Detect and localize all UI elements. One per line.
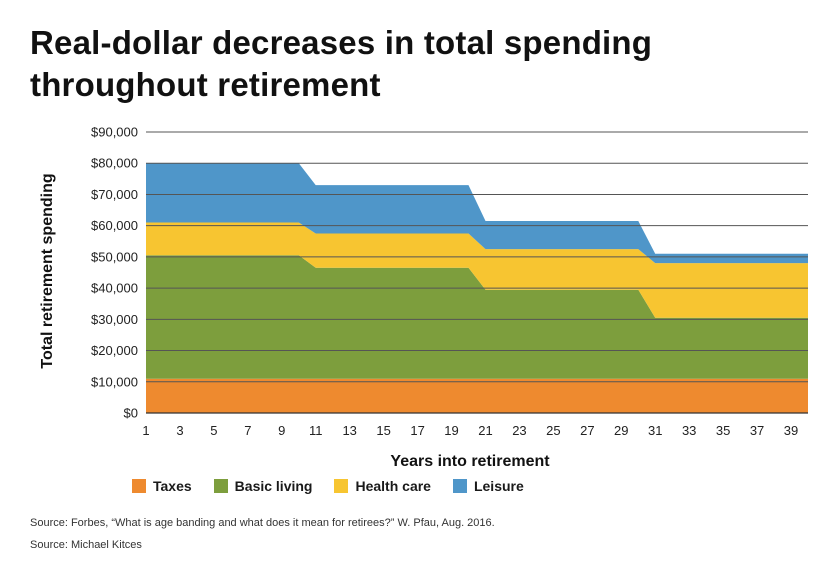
- legend-item-basic-living: Basic living: [213, 478, 313, 494]
- y-axis-ticks: $0 $10,000 $20,000 $30,000 $40,000 $50,000 $60…: [91, 125, 138, 421]
- x-tick-label: 15: [376, 423, 390, 438]
- legend-item-leisure: Leisure: [452, 478, 524, 494]
- area-health-care: [146, 222, 808, 318]
- source-line-1: Source: Forbes, “What is age banding and…: [30, 517, 495, 529]
- legend-item-health-care: Health care: [334, 478, 431, 494]
- chart-title-line-2: throughout retirement: [30, 66, 381, 103]
- y-tick-label: $30,000: [91, 312, 138, 327]
- legend-swatch: [213, 479, 228, 493]
- x-tick-label: 13: [342, 423, 356, 438]
- x-tick-label: 21: [478, 423, 492, 438]
- legend-label: Basic living: [234, 478, 313, 494]
- legend-label: Leisure: [473, 478, 524, 494]
- y-axis-title: Total retirement spending: [39, 173, 56, 368]
- legend-item-taxes: Taxes: [132, 478, 192, 494]
- y-tick-label: $50,000: [91, 249, 138, 264]
- legend-swatch: [334, 479, 349, 493]
- chart-title: Real-dollar decreases in total spending …: [30, 22, 810, 106]
- area-leisure: [146, 163, 808, 264]
- x-tick-label: 31: [648, 423, 662, 438]
- y-tick-label: $10,000: [91, 374, 138, 389]
- legend-swatch: [452, 479, 467, 493]
- x-axis-ticks: 1 3 5 7 9 11 13 15 17 19 21 23 25 27 29 31 33 35 37 39: [142, 423, 798, 438]
- y-tick-label: $90,000: [91, 125, 138, 140]
- x-tick-label: 17: [410, 423, 424, 438]
- x-tick-label: 27: [580, 423, 594, 438]
- chart-title-line-1: Real-dollar decreases in total spending: [30, 24, 653, 61]
- x-tick-label: 35: [716, 423, 730, 438]
- x-tick-label: 11: [309, 423, 323, 438]
- x-tick-label: 37: [750, 423, 764, 438]
- area-basic-living: [146, 255, 808, 379]
- x-axis-title: Years into retirement: [390, 453, 550, 470]
- x-tick-label: 29: [614, 423, 628, 438]
- x-tick-label: 1: [142, 423, 149, 438]
- x-tick-label: 25: [546, 423, 560, 438]
- x-tick-label: 19: [444, 423, 458, 438]
- y-tick-label: $70,000: [91, 187, 138, 202]
- x-tick-label: 3: [176, 423, 183, 438]
- y-tick-label: $20,000: [91, 343, 138, 358]
- legend-label: Health care: [355, 478, 431, 494]
- x-tick-label: 9: [278, 423, 285, 438]
- y-tick-label: $80,000: [91, 156, 138, 171]
- area-taxes: [146, 378, 808, 413]
- x-tick-label: 23: [512, 423, 526, 438]
- x-tick-label: 7: [244, 423, 251, 438]
- area-series: [146, 131, 808, 414]
- x-tick-label: 33: [682, 423, 696, 438]
- x-tick-label: 39: [784, 423, 798, 438]
- x-tick-label: 5: [210, 423, 217, 438]
- legend-swatch: [132, 479, 146, 493]
- y-tick-label: $0: [124, 406, 138, 421]
- y-tick-label: $60,000: [91, 218, 138, 233]
- source-line-2: Source: Michael Kitces: [30, 539, 142, 551]
- y-tick-label: $40,000: [91, 281, 138, 296]
- sources: Source: Forbes, “What is age banding and…: [30, 512, 495, 556]
- legend-label: Taxes: [153, 478, 192, 494]
- legend: Taxes Basic living Health care Leisure: [132, 478, 524, 494]
